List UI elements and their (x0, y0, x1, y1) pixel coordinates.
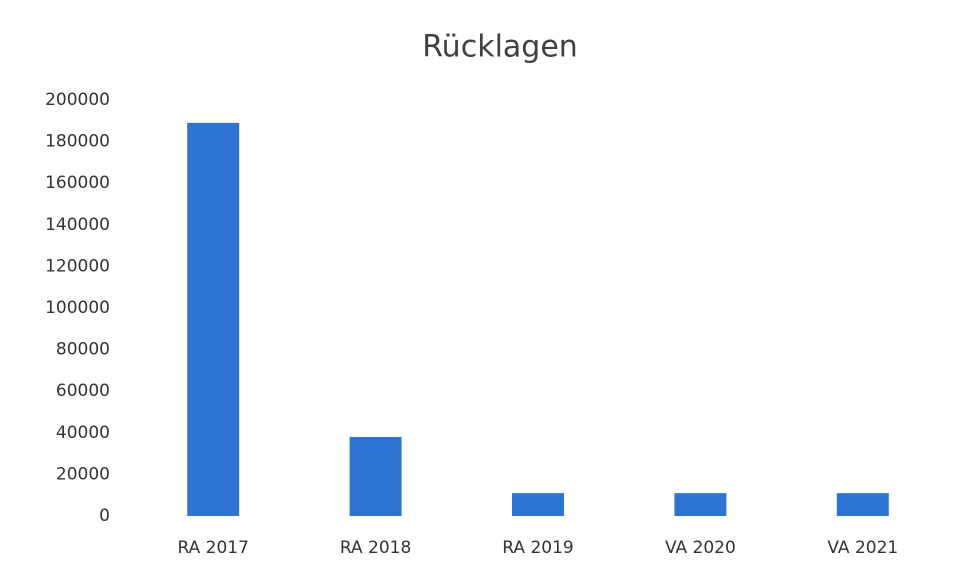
y-tick-label: 60000 (56, 381, 110, 401)
y-tick-label: 20000 (56, 464, 110, 484)
y-tick-label: 100000 (45, 298, 110, 318)
y-tick-label: 120000 (45, 256, 110, 276)
y-tick-label: 140000 (45, 215, 110, 235)
x-tick-label: RA 2018 (340, 538, 411, 558)
bar (512, 493, 564, 516)
bar (674, 493, 727, 516)
y-tick-label: 40000 (56, 423, 110, 443)
y-tick-label: 200000 (45, 90, 110, 110)
bar (836, 493, 889, 516)
bar (349, 436, 402, 516)
chart-title: Rücklagen (422, 30, 578, 65)
x-tick-label: VA 2020 (665, 538, 736, 558)
y-tick-label: 80000 (56, 340, 110, 360)
bar (187, 122, 240, 516)
x-tick-label: RA 2019 (502, 538, 573, 558)
x-tick-label: VA 2021 (827, 538, 898, 558)
y-tick-label: 160000 (45, 173, 110, 193)
x-tick-label: RA 2017 (177, 538, 248, 558)
y-tick-label: 0 (99, 506, 110, 526)
y-tick-label: 180000 (45, 132, 110, 152)
